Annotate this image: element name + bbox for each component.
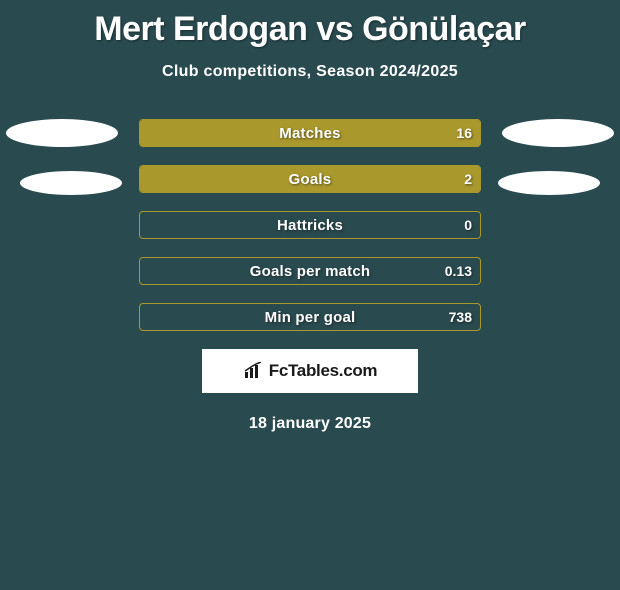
- stat-bar-label: Hattricks: [140, 212, 480, 238]
- stat-bar-value: 0: [464, 212, 472, 238]
- footer-date: 18 january 2025: [0, 415, 620, 433]
- stat-bar-value: 2: [464, 166, 472, 192]
- player-ellipse-left-bottom: [20, 171, 122, 195]
- stat-bar-goals-per-match: Goals per match 0.13: [139, 257, 481, 285]
- stat-bar-label: Matches: [140, 120, 480, 146]
- stat-bar-value: 0.13: [445, 258, 472, 284]
- stat-bar-label: Goals: [140, 166, 480, 192]
- stat-bar-hattricks: Hattricks 0: [139, 211, 481, 239]
- player-ellipse-right-bottom: [498, 171, 600, 195]
- logo-text: FcTables.com: [269, 361, 378, 381]
- player-ellipse-right-top: [502, 119, 614, 147]
- stat-bar-matches: Matches 16: [139, 119, 481, 147]
- comparison-chart: Matches 16 Goals 2 Hattricks 0 Goals per…: [0, 119, 620, 331]
- stat-bar-value: 738: [449, 304, 472, 330]
- stat-bar-label: Goals per match: [140, 258, 480, 284]
- player-ellipse-left-top: [6, 119, 118, 147]
- stat-bar-goals: Goals 2: [139, 165, 481, 193]
- stat-bar-min-per-goal: Min per goal 738: [139, 303, 481, 331]
- page-title: Mert Erdogan vs Gönülaçar: [0, 10, 620, 49]
- bars-container: Matches 16 Goals 2 Hattricks 0 Goals per…: [139, 119, 481, 331]
- stat-bar-value: 16: [456, 120, 472, 146]
- bar-chart-icon: [243, 362, 265, 380]
- logo-box: FcTables.com: [202, 349, 418, 393]
- stat-bar-label: Min per goal: [140, 304, 480, 330]
- page-subtitle: Club competitions, Season 2024/2025: [0, 63, 620, 81]
